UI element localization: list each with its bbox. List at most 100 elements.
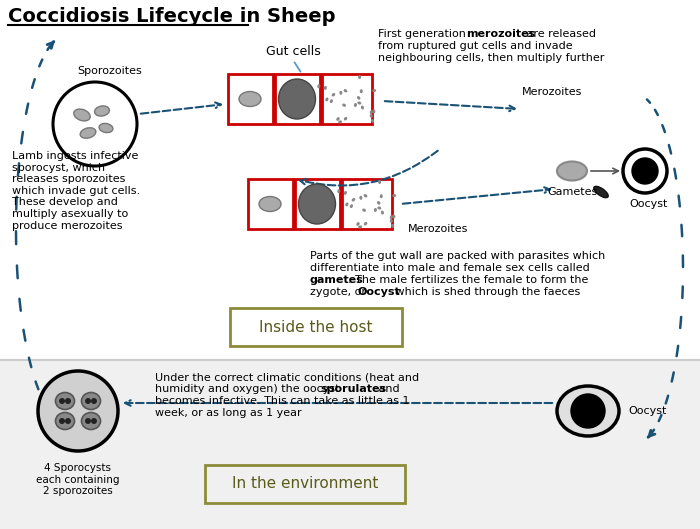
Ellipse shape xyxy=(344,89,347,93)
Ellipse shape xyxy=(557,161,587,180)
Ellipse shape xyxy=(360,89,363,93)
Ellipse shape xyxy=(94,106,109,116)
Ellipse shape xyxy=(332,93,335,96)
Text: Parts of the gut wall are packed with parasites which: Parts of the gut wall are packed with pa… xyxy=(310,251,606,261)
Ellipse shape xyxy=(340,91,342,95)
Text: are released: are released xyxy=(523,29,596,39)
Ellipse shape xyxy=(370,110,373,114)
Bar xyxy=(0,0,700,360)
Ellipse shape xyxy=(377,206,382,209)
Ellipse shape xyxy=(344,191,347,195)
Circle shape xyxy=(85,418,91,424)
Ellipse shape xyxy=(557,386,619,436)
Ellipse shape xyxy=(363,194,368,197)
Ellipse shape xyxy=(358,102,361,105)
Circle shape xyxy=(623,149,667,193)
Text: Gametes: Gametes xyxy=(547,187,597,197)
Ellipse shape xyxy=(361,106,364,110)
Text: Lamb ingests infective
sporocyst, which
releases sporozoites
which invade gut ce: Lamb ingests infective sporocyst, which … xyxy=(12,151,140,231)
Text: Sporozoites: Sporozoites xyxy=(78,66,142,76)
Ellipse shape xyxy=(392,194,396,197)
Ellipse shape xyxy=(392,214,396,218)
Ellipse shape xyxy=(55,393,74,409)
Ellipse shape xyxy=(298,184,335,224)
Text: In the environment: In the environment xyxy=(232,477,378,491)
Text: Coccidiosis Lifecycle in Sheep: Coccidiosis Lifecycle in Sheep xyxy=(8,7,335,26)
Circle shape xyxy=(65,418,71,424)
Ellipse shape xyxy=(350,204,353,208)
Ellipse shape xyxy=(356,222,360,226)
Ellipse shape xyxy=(390,215,393,219)
Bar xyxy=(342,179,392,229)
Text: differentiate into male and female sex cells called: differentiate into male and female sex c… xyxy=(310,263,589,273)
Ellipse shape xyxy=(81,413,101,430)
Ellipse shape xyxy=(377,201,380,205)
Ellipse shape xyxy=(371,119,374,123)
Ellipse shape xyxy=(55,413,74,430)
Ellipse shape xyxy=(239,92,261,106)
Text: neighbouring cells, then multiply further: neighbouring cells, then multiply furthe… xyxy=(378,53,604,63)
Ellipse shape xyxy=(378,180,381,184)
Ellipse shape xyxy=(372,89,376,92)
Bar xyxy=(228,74,273,124)
Bar xyxy=(275,74,320,124)
Text: Merozoites: Merozoites xyxy=(522,87,582,97)
Text: Inside the host: Inside the host xyxy=(259,320,372,334)
Text: Oocyst: Oocyst xyxy=(628,406,666,416)
Text: and: and xyxy=(375,384,400,394)
Ellipse shape xyxy=(391,224,394,228)
Ellipse shape xyxy=(364,222,368,225)
Text: becomes infective. This can take as little as 1: becomes infective. This can take as litt… xyxy=(155,396,410,406)
Ellipse shape xyxy=(370,114,373,118)
Text: zygote, or: zygote, or xyxy=(310,287,370,297)
Circle shape xyxy=(91,398,97,404)
Ellipse shape xyxy=(80,127,96,138)
Text: Under the correct climatic conditions (heat and: Under the correct climatic conditions (h… xyxy=(155,372,419,382)
Ellipse shape xyxy=(330,99,333,103)
Text: from ruptured gut cells and invade: from ruptured gut cells and invade xyxy=(378,41,573,51)
Ellipse shape xyxy=(357,96,360,100)
Ellipse shape xyxy=(317,84,321,88)
Ellipse shape xyxy=(81,393,101,409)
Circle shape xyxy=(65,398,71,404)
Text: Oocyst: Oocyst xyxy=(358,287,400,297)
Ellipse shape xyxy=(338,121,342,123)
Ellipse shape xyxy=(324,86,327,90)
Ellipse shape xyxy=(99,123,113,133)
Text: Oocyst: Oocyst xyxy=(630,199,668,209)
Text: sporulates: sporulates xyxy=(320,384,386,394)
Bar xyxy=(322,74,372,124)
Ellipse shape xyxy=(279,79,316,119)
Ellipse shape xyxy=(594,186,608,198)
Text: gametes: gametes xyxy=(310,275,364,285)
Circle shape xyxy=(38,371,118,451)
Ellipse shape xyxy=(390,219,393,223)
Ellipse shape xyxy=(342,104,346,107)
Circle shape xyxy=(59,418,65,424)
Text: . The male fertilizes the female to form the: . The male fertilizes the female to form… xyxy=(348,275,589,285)
Text: which is shed through the faeces: which is shed through the faeces xyxy=(392,287,580,297)
Ellipse shape xyxy=(351,198,355,202)
Text: 4 Sporocysts
each containing
2 sporozoites: 4 Sporocysts each containing 2 sporozoit… xyxy=(36,463,120,496)
Ellipse shape xyxy=(372,110,375,113)
FancyBboxPatch shape xyxy=(230,308,402,346)
Ellipse shape xyxy=(354,103,357,107)
FancyBboxPatch shape xyxy=(205,465,405,503)
Ellipse shape xyxy=(326,97,328,102)
Ellipse shape xyxy=(381,211,384,215)
Text: week, or as long as 1 year: week, or as long as 1 year xyxy=(155,408,302,418)
Text: humidity and oxygen) the oocyst: humidity and oxygen) the oocyst xyxy=(155,384,343,394)
Bar xyxy=(248,179,293,229)
Ellipse shape xyxy=(337,189,340,193)
Text: merozoites: merozoites xyxy=(466,29,536,39)
Circle shape xyxy=(53,82,137,166)
Ellipse shape xyxy=(336,117,340,121)
Circle shape xyxy=(85,398,91,404)
Circle shape xyxy=(632,158,658,184)
Ellipse shape xyxy=(344,117,347,121)
Ellipse shape xyxy=(358,225,362,229)
Circle shape xyxy=(91,418,97,424)
Text: Gut cells: Gut cells xyxy=(265,45,321,58)
Bar xyxy=(0,360,700,529)
Ellipse shape xyxy=(74,109,90,121)
